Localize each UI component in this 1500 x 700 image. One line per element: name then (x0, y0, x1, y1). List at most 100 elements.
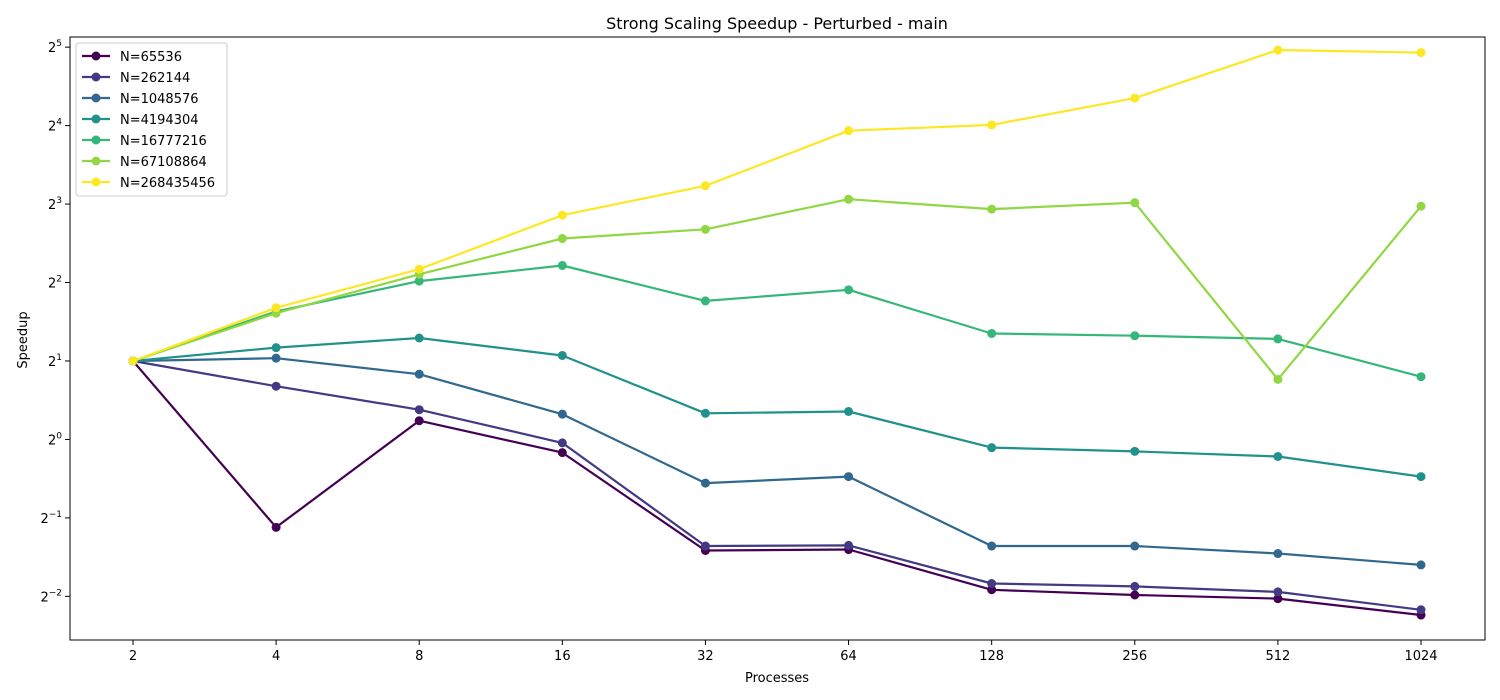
data-point (1130, 446, 1140, 456)
data-point (987, 443, 997, 453)
legend-item: N=1048576 (82, 92, 199, 107)
x-tick-label: 32 (697, 649, 714, 664)
series-line (132, 360, 1422, 617)
y-axis-title: Speedup (16, 311, 31, 368)
x-tick-label: 8 (415, 649, 423, 664)
data-point (271, 303, 281, 313)
legend-item: N=4194304 (82, 113, 199, 128)
series-line (132, 198, 1422, 381)
legend-box (75, 42, 228, 197)
data-point (844, 285, 854, 295)
x-tick-label: 1024 (1404, 649, 1437, 664)
data-point (987, 204, 997, 214)
data-point (1130, 331, 1140, 341)
y-tick-label: 2−1 (40, 510, 62, 527)
data-point (557, 448, 567, 458)
legend-marker (91, 51, 101, 61)
data-point (1130, 198, 1140, 208)
data-point (1273, 594, 1283, 604)
legend-marker (91, 135, 101, 145)
data-point (700, 296, 710, 306)
legend-label: N=268435456 (120, 176, 215, 191)
legend-item: N=262144 (82, 71, 190, 86)
data-point (1416, 560, 1426, 570)
legend-marker (91, 93, 101, 103)
data-point (557, 234, 567, 244)
data-point (128, 356, 138, 366)
legend-label: N=262144 (120, 71, 190, 86)
y-tick-label: 22 (48, 275, 62, 292)
data-point (1130, 541, 1140, 551)
series-line (132, 48, 1422, 363)
legend-item: N=268435456 (82, 176, 215, 191)
data-point (557, 260, 567, 270)
y-tick-label: 25 (48, 39, 62, 56)
series-line (132, 264, 1422, 378)
x-tick-label: 16 (554, 649, 571, 664)
data-point (844, 540, 854, 550)
data-point (700, 408, 710, 418)
data-point (414, 405, 424, 415)
legend-label: N=67108864 (120, 155, 207, 170)
legend-label: N=4194304 (120, 113, 199, 128)
data-point (987, 541, 997, 551)
y-tick-label: 24 (48, 118, 62, 135)
chart-title: Strong Scaling Speedup - Perturbed - mai… (606, 14, 948, 33)
data-point (271, 343, 281, 353)
legend-item: N=65536 (82, 50, 182, 65)
x-tick-label: 256 (1122, 649, 1147, 664)
data-point (1416, 472, 1426, 482)
data-point (1130, 93, 1140, 103)
data-point (557, 438, 567, 448)
data-point (1273, 452, 1283, 462)
data-point (844, 194, 854, 204)
data-point (1273, 549, 1283, 559)
data-point (700, 478, 710, 488)
data-point (271, 381, 281, 391)
series-layer (128, 45, 1426, 620)
x-tick-label: 128 (979, 649, 1004, 664)
data-point (1273, 374, 1283, 384)
data-point (1416, 372, 1426, 382)
series-line (132, 336, 1422, 478)
data-point (414, 264, 424, 274)
data-point (1416, 48, 1426, 58)
data-point (987, 328, 997, 338)
x-tick-label: 2 (129, 649, 137, 664)
data-point (414, 416, 424, 426)
y-axis: 2−2 2−1 20 21 22 23 24 25 (40, 39, 70, 605)
legend-marker (91, 156, 101, 166)
legend-item: N=67108864 (82, 155, 207, 170)
x-tick-label: 4 (272, 649, 280, 664)
data-point (987, 120, 997, 130)
x-tick-label: 512 (1265, 649, 1290, 664)
data-point (1273, 45, 1283, 55)
data-point (557, 350, 567, 360)
data-point (557, 210, 567, 220)
data-point (1130, 590, 1140, 600)
legend: N=65536 N=262144 N=1048576 N=4194304 N=16777… (75, 42, 228, 197)
series-line (132, 359, 1422, 611)
data-point (844, 406, 854, 416)
data-point (844, 472, 854, 482)
legend-item: N=16777216 (82, 134, 207, 149)
series-line (132, 357, 1422, 566)
x-axis: 2 4 8 16 32 64 128 256 512 1024 (129, 640, 1438, 664)
data-point (414, 333, 424, 343)
data-point (1273, 334, 1283, 344)
legend-label: N=1048576 (120, 92, 199, 107)
data-point (987, 585, 997, 595)
data-point (557, 409, 567, 419)
series-7 (128, 45, 1426, 366)
data-point (1273, 587, 1283, 597)
y-tick-label: 20 (48, 431, 62, 448)
legend-label: N=16777216 (120, 134, 207, 149)
legend-marker (91, 177, 101, 187)
y-tick-label: 2−2 (40, 588, 62, 605)
data-point (414, 276, 424, 286)
data-point (987, 579, 997, 589)
data-point (271, 353, 281, 363)
data-point (1416, 201, 1426, 211)
data-point (700, 224, 710, 234)
